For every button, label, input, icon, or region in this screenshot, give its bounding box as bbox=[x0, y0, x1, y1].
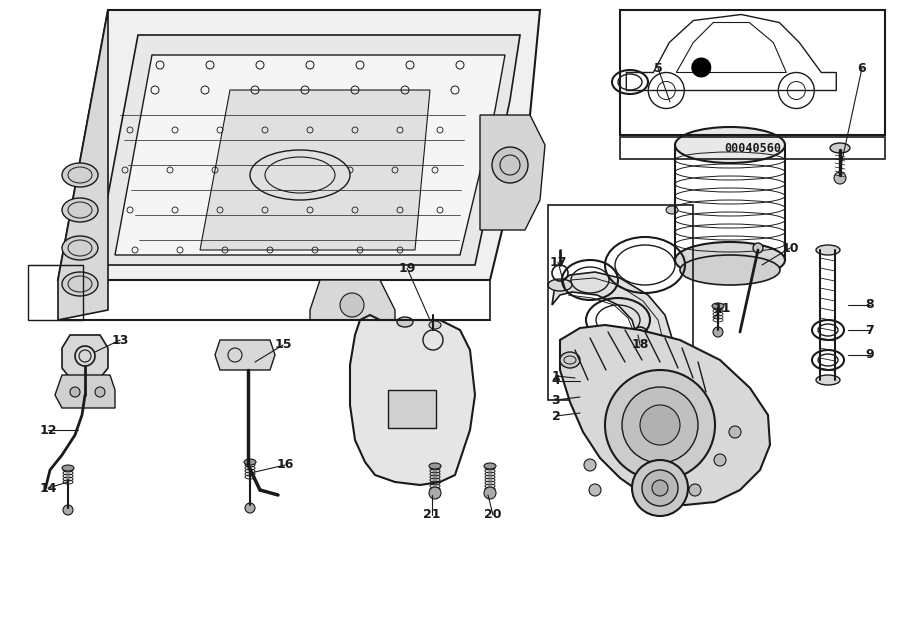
Polygon shape bbox=[115, 55, 505, 255]
Text: 9: 9 bbox=[866, 349, 874, 361]
Text: 7: 7 bbox=[866, 323, 875, 337]
Ellipse shape bbox=[62, 198, 98, 222]
Circle shape bbox=[713, 327, 723, 337]
Text: 3: 3 bbox=[552, 394, 561, 406]
Circle shape bbox=[753, 243, 763, 253]
Ellipse shape bbox=[816, 245, 840, 255]
Text: 15: 15 bbox=[274, 338, 292, 352]
Circle shape bbox=[429, 487, 441, 499]
Ellipse shape bbox=[62, 465, 74, 471]
Ellipse shape bbox=[830, 143, 850, 153]
Circle shape bbox=[714, 454, 726, 466]
Text: 16: 16 bbox=[276, 458, 293, 472]
Text: 18: 18 bbox=[631, 338, 649, 352]
Circle shape bbox=[622, 387, 698, 463]
Text: 10: 10 bbox=[781, 241, 799, 255]
Ellipse shape bbox=[62, 272, 98, 296]
Ellipse shape bbox=[250, 150, 350, 200]
Ellipse shape bbox=[675, 127, 785, 163]
Text: 6: 6 bbox=[858, 62, 867, 74]
Polygon shape bbox=[552, 272, 672, 362]
Text: 12: 12 bbox=[40, 424, 57, 436]
Text: 5: 5 bbox=[653, 62, 662, 74]
Bar bbox=[388, 390, 436, 428]
Text: 00040560: 00040560 bbox=[724, 142, 781, 154]
Ellipse shape bbox=[816, 375, 840, 385]
Polygon shape bbox=[95, 35, 520, 265]
Circle shape bbox=[245, 503, 255, 513]
Text: 19: 19 bbox=[399, 262, 416, 274]
Ellipse shape bbox=[712, 303, 724, 309]
Polygon shape bbox=[560, 325, 770, 505]
Circle shape bbox=[691, 58, 711, 77]
Circle shape bbox=[584, 459, 596, 471]
Text: 20: 20 bbox=[484, 509, 502, 521]
Polygon shape bbox=[350, 315, 475, 485]
Circle shape bbox=[652, 480, 668, 496]
Circle shape bbox=[605, 370, 715, 480]
Circle shape bbox=[492, 147, 528, 183]
Polygon shape bbox=[62, 335, 108, 378]
Text: 4: 4 bbox=[552, 375, 561, 387]
Text: 21: 21 bbox=[423, 509, 441, 521]
Ellipse shape bbox=[548, 279, 572, 291]
Polygon shape bbox=[58, 10, 540, 280]
Text: 2: 2 bbox=[552, 410, 561, 422]
Ellipse shape bbox=[560, 352, 580, 368]
Circle shape bbox=[729, 426, 741, 438]
Polygon shape bbox=[215, 340, 275, 370]
Circle shape bbox=[63, 505, 73, 515]
Text: 1: 1 bbox=[552, 370, 561, 382]
Text: 14: 14 bbox=[40, 481, 57, 495]
Ellipse shape bbox=[78, 394, 92, 402]
Polygon shape bbox=[55, 375, 115, 408]
Circle shape bbox=[834, 172, 846, 184]
Bar bbox=[620, 137, 885, 159]
Text: 11: 11 bbox=[713, 302, 731, 314]
Bar bbox=[620, 10, 885, 135]
Polygon shape bbox=[58, 10, 108, 320]
Text: 17: 17 bbox=[549, 255, 567, 269]
Ellipse shape bbox=[244, 459, 256, 465]
Circle shape bbox=[484, 487, 496, 499]
Bar bbox=[548, 205, 693, 400]
Ellipse shape bbox=[62, 236, 98, 260]
Polygon shape bbox=[200, 90, 430, 250]
Polygon shape bbox=[480, 115, 545, 230]
Circle shape bbox=[642, 470, 678, 506]
Ellipse shape bbox=[484, 463, 496, 469]
Ellipse shape bbox=[62, 163, 98, 187]
Text: 13: 13 bbox=[112, 333, 129, 347]
Ellipse shape bbox=[397, 317, 413, 327]
Text: 8: 8 bbox=[866, 298, 874, 312]
Bar bbox=[28, 265, 83, 320]
Ellipse shape bbox=[675, 242, 785, 278]
Circle shape bbox=[589, 484, 601, 496]
Polygon shape bbox=[310, 280, 395, 320]
Circle shape bbox=[689, 484, 701, 496]
Circle shape bbox=[340, 293, 364, 317]
Ellipse shape bbox=[429, 321, 441, 329]
Ellipse shape bbox=[666, 206, 678, 214]
Circle shape bbox=[95, 387, 105, 397]
Circle shape bbox=[632, 460, 688, 516]
Circle shape bbox=[70, 387, 80, 397]
Ellipse shape bbox=[680, 255, 780, 285]
Ellipse shape bbox=[429, 463, 441, 469]
Circle shape bbox=[640, 405, 680, 445]
